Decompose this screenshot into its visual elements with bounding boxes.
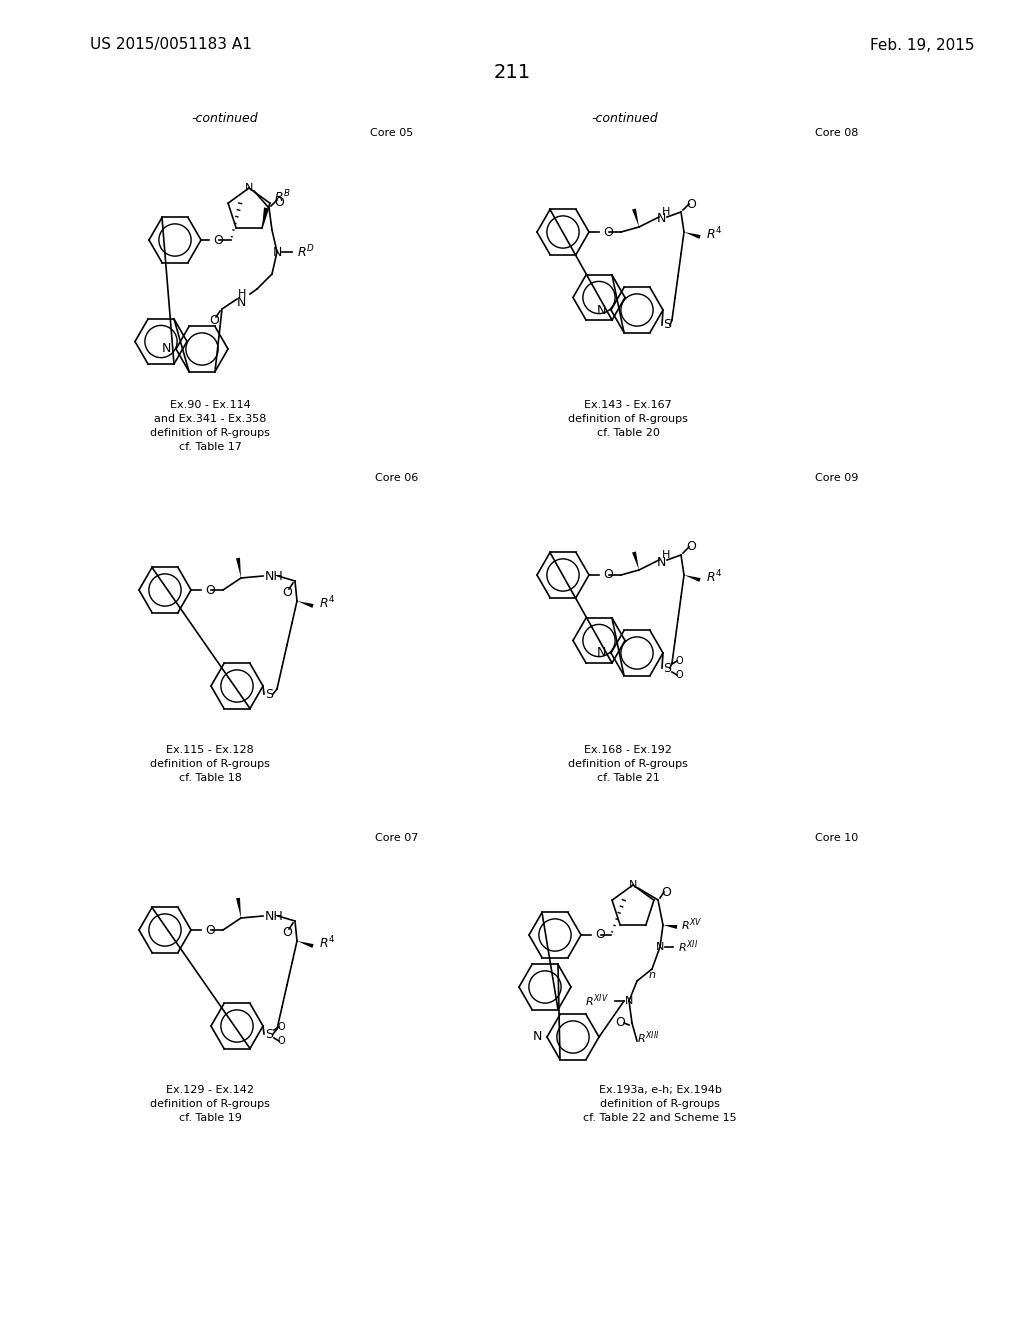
Text: O: O xyxy=(686,540,696,553)
Text: 211: 211 xyxy=(494,62,530,82)
Text: O: O xyxy=(686,198,696,210)
Text: N: N xyxy=(597,304,606,317)
Text: US 2015/0051183 A1: US 2015/0051183 A1 xyxy=(90,37,252,53)
Text: O: O xyxy=(278,1022,285,1032)
Polygon shape xyxy=(684,576,700,582)
Text: N: N xyxy=(162,342,171,355)
Text: N: N xyxy=(655,942,665,952)
Text: N: N xyxy=(272,246,282,259)
Text: S: S xyxy=(265,1027,273,1040)
Text: Core 05: Core 05 xyxy=(370,128,414,139)
Text: O: O xyxy=(278,1036,285,1045)
Text: O: O xyxy=(675,671,683,680)
Text: $R^4$: $R^4$ xyxy=(706,226,723,243)
Text: definition of R-groups: definition of R-groups xyxy=(600,1100,720,1109)
Text: Core 06: Core 06 xyxy=(375,473,418,483)
Text: O: O xyxy=(662,886,671,899)
Text: $R^4$: $R^4$ xyxy=(319,595,336,611)
Text: Ex.129 - Ex.142: Ex.129 - Ex.142 xyxy=(166,1085,254,1096)
Text: O: O xyxy=(282,927,292,940)
Text: Ex.90 - Ex.114: Ex.90 - Ex.114 xyxy=(170,400,251,411)
Text: N: N xyxy=(245,183,253,193)
Text: cf. Table 21: cf. Table 21 xyxy=(597,774,659,783)
Text: Feb. 19, 2015: Feb. 19, 2015 xyxy=(870,37,975,53)
Text: -continued: -continued xyxy=(592,111,658,124)
Text: cf. Table 22 and Scheme 15: cf. Table 22 and Scheme 15 xyxy=(584,1113,737,1123)
Polygon shape xyxy=(262,207,268,228)
Text: definition of R-groups: definition of R-groups xyxy=(568,414,688,424)
Text: O: O xyxy=(675,656,683,667)
Text: O: O xyxy=(595,928,605,941)
Text: N: N xyxy=(625,997,633,1006)
Text: cf. Table 18: cf. Table 18 xyxy=(178,774,242,783)
Text: H: H xyxy=(662,207,671,216)
Text: O: O xyxy=(603,569,613,582)
Text: NH: NH xyxy=(265,909,284,923)
Text: $R^4$: $R^4$ xyxy=(319,935,336,952)
Text: Ex.143 - Ex.167: Ex.143 - Ex.167 xyxy=(584,400,672,411)
Text: -continued: -continued xyxy=(191,111,258,124)
Polygon shape xyxy=(297,941,313,948)
Polygon shape xyxy=(663,925,677,929)
Polygon shape xyxy=(236,898,241,917)
Text: O: O xyxy=(282,586,292,599)
Polygon shape xyxy=(632,552,639,570)
Text: $R^{XV}$: $R^{XV}$ xyxy=(681,916,702,933)
Text: $n$: $n$ xyxy=(648,970,656,979)
Text: cf. Table 17: cf. Table 17 xyxy=(178,442,242,451)
Text: $R^{XIV}$: $R^{XIV}$ xyxy=(585,993,609,1010)
Text: N: N xyxy=(656,556,666,569)
Text: O: O xyxy=(274,197,284,210)
Polygon shape xyxy=(684,232,700,239)
Text: $R^B$: $R^B$ xyxy=(274,189,291,206)
Text: NH: NH xyxy=(265,569,284,582)
Text: definition of R-groups: definition of R-groups xyxy=(568,759,688,770)
Text: S: S xyxy=(663,661,671,675)
Text: Ex.193a, e-h; Ex.194b: Ex.193a, e-h; Ex.194b xyxy=(599,1085,722,1096)
Polygon shape xyxy=(297,601,313,609)
Text: O: O xyxy=(209,314,219,327)
Text: N: N xyxy=(237,296,246,309)
Text: H: H xyxy=(238,289,246,300)
Text: S: S xyxy=(663,318,671,331)
Polygon shape xyxy=(632,209,639,227)
Text: definition of R-groups: definition of R-groups xyxy=(151,1100,270,1109)
Text: cf. Table 19: cf. Table 19 xyxy=(178,1113,242,1123)
Text: S: S xyxy=(265,688,273,701)
Text: Ex.168 - Ex.192: Ex.168 - Ex.192 xyxy=(584,744,672,755)
Text: N: N xyxy=(656,213,666,226)
Text: Core 08: Core 08 xyxy=(815,128,858,139)
Text: $R^D$: $R^D$ xyxy=(297,244,314,260)
Text: Core 07: Core 07 xyxy=(375,833,419,843)
Text: N: N xyxy=(629,880,637,890)
Text: O: O xyxy=(603,226,613,239)
Text: Core 09: Core 09 xyxy=(815,473,858,483)
Text: N: N xyxy=(597,647,606,660)
Text: O: O xyxy=(205,924,215,936)
Text: definition of R-groups: definition of R-groups xyxy=(151,759,270,770)
Text: definition of R-groups: definition of R-groups xyxy=(151,428,270,438)
Text: and Ex.341 - Ex.358: and Ex.341 - Ex.358 xyxy=(154,414,266,424)
Text: $R^4$: $R^4$ xyxy=(706,569,723,585)
Text: Core 10: Core 10 xyxy=(815,833,858,843)
Text: cf. Table 20: cf. Table 20 xyxy=(597,428,659,438)
Text: Ex.115 - Ex.128: Ex.115 - Ex.128 xyxy=(166,744,254,755)
Text: H: H xyxy=(662,550,671,560)
Text: $R^{XIII}$: $R^{XIII}$ xyxy=(637,1030,659,1047)
Polygon shape xyxy=(236,558,241,578)
Text: O: O xyxy=(213,234,223,247)
Text: O: O xyxy=(615,1016,625,1030)
Text: $R^{XII}$: $R^{XII}$ xyxy=(678,939,698,956)
Text: N: N xyxy=(532,1031,542,1044)
Text: O: O xyxy=(205,583,215,597)
